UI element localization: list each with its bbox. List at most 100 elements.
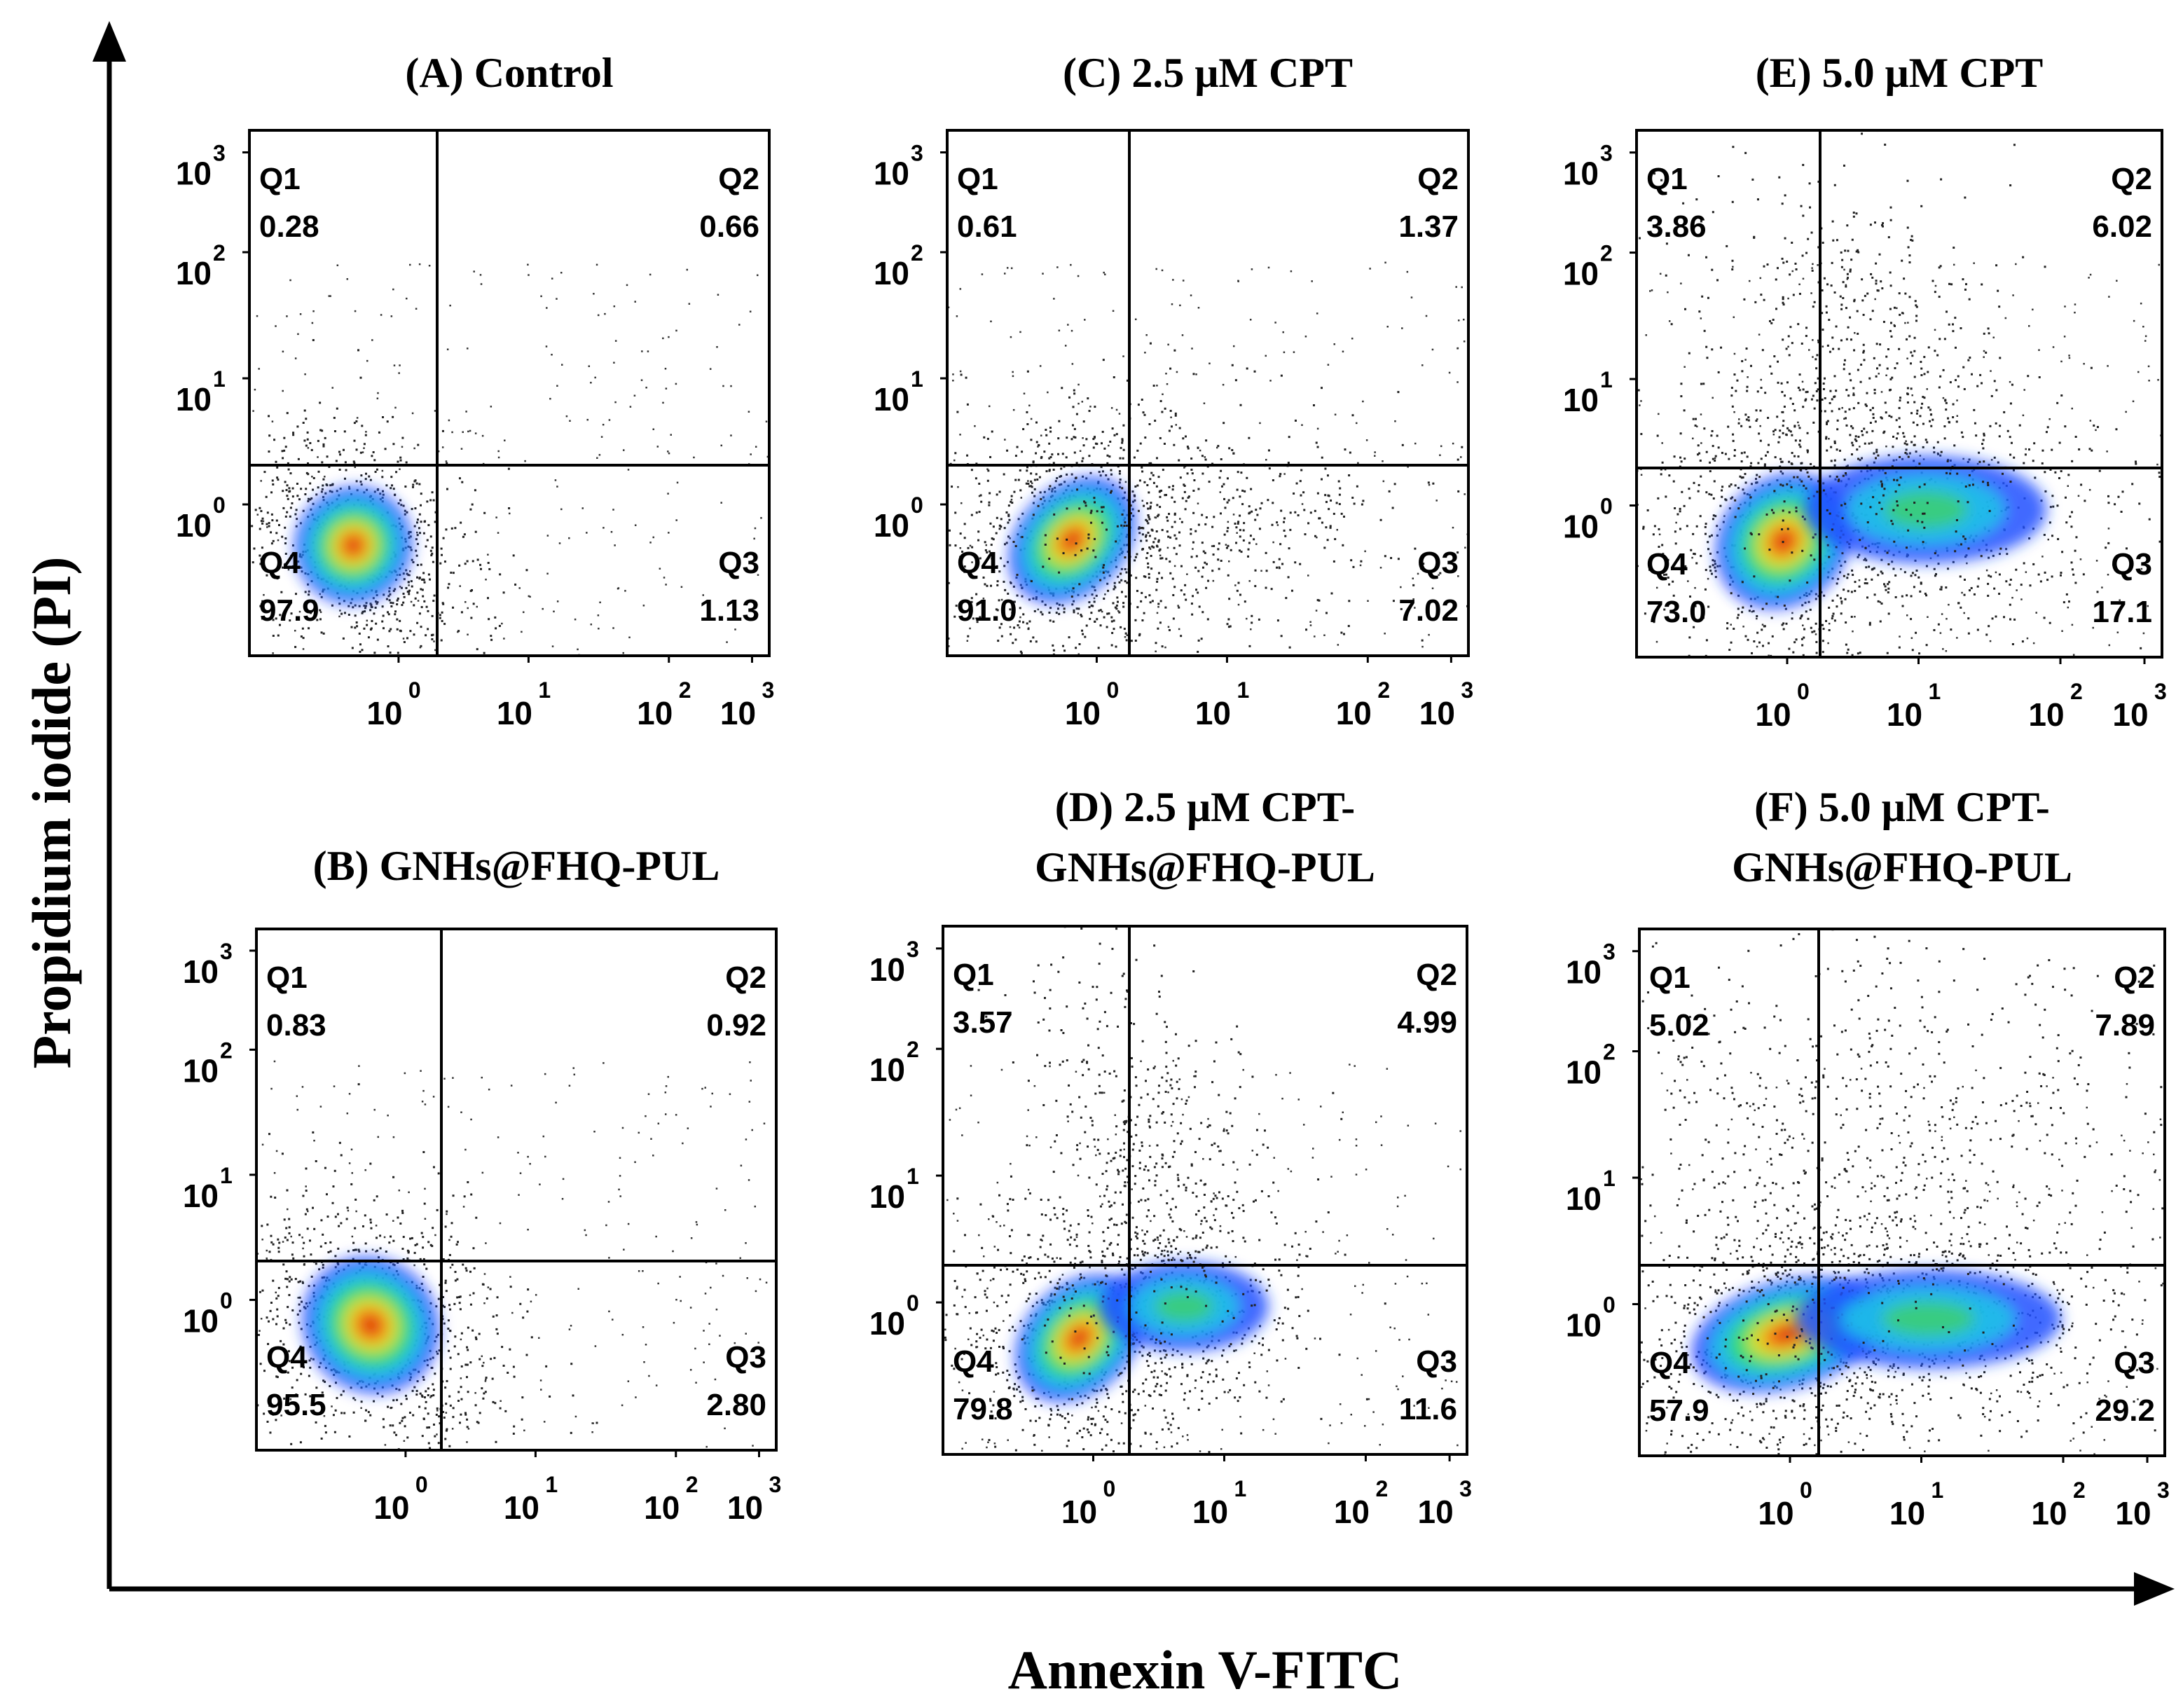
panel-d-ytick-exp: 0 (907, 1290, 919, 1316)
panel-b-xtick-exp: 1 (545, 1472, 558, 1497)
panel-b-ytick-exp: 2 (220, 1038, 233, 1063)
panel-c-xtick-base: 10 (1336, 695, 1372, 731)
panel-b-q2-name: Q2 (725, 960, 766, 995)
panel-b-q2-value: 0.92 (706, 1008, 766, 1042)
panel-e-xtick-exp: 2 (2070, 679, 2083, 704)
panel-b-ytick-exp: 3 (220, 939, 233, 964)
panel-b-title: (B) GNHs@FHQ-PUL (313, 843, 720, 889)
panel-a-xtick-base: 10 (366, 695, 402, 731)
panel-d-xtick-exp: 0 (1103, 1476, 1115, 1501)
global-y-axis-label: Propidium iodide (PI) (21, 557, 82, 1069)
panel-c-q1-name: Q1 (957, 162, 998, 196)
panel-b-ytick-base: 10 (183, 1052, 219, 1089)
panel-d-ytick-base: 10 (869, 951, 905, 988)
panel-b-ytick-base: 10 (183, 1302, 219, 1339)
panel-e-ytick-base: 10 (1563, 382, 1599, 418)
panel-d-xtick-exp: 2 (1375, 1476, 1388, 1501)
panel-a-q1-name: Q1 (259, 162, 301, 196)
panel-f-ytick-base: 10 (1566, 1054, 1602, 1091)
panel-e-xtick-exp: 3 (2154, 679, 2167, 704)
panel-a-density-0 (294, 486, 413, 605)
panel-b-ytick-exp: 0 (220, 1288, 233, 1313)
panel-c-ytick-base: 10 (874, 381, 909, 418)
panel-c-q4-name: Q4 (957, 546, 998, 580)
panel-c-q3-value: 7.02 (1398, 593, 1459, 628)
panel-c-ytick-base: 10 (874, 507, 909, 544)
panel-c-ytick-exp: 1 (911, 366, 923, 392)
panel-e-density-1 (1805, 455, 2046, 564)
panel-d-ytick-base: 10 (869, 1178, 905, 1215)
panel-e-ytick-exp: 2 (1600, 241, 1613, 266)
panel-c-xtick-base: 10 (1195, 695, 1231, 731)
panel-f-ytick-base: 10 (1566, 1180, 1602, 1217)
global-x-axis-label: Annexin V-FITC (1008, 1639, 1403, 1700)
panel-e-q1-value: 3.86 (1646, 209, 1707, 244)
panel-d-ytick-exp: 2 (907, 1037, 919, 1062)
panel-b-ytick-base: 10 (183, 953, 219, 990)
panel-e-ytick-base: 10 (1563, 156, 1599, 192)
panel-e-q2-name: Q2 (2111, 162, 2152, 196)
panel-f-ytick-base: 10 (1566, 1307, 1602, 1344)
panel-a-ytick-exp: 0 (213, 493, 226, 518)
panel-f-q1-name: Q1 (1649, 960, 1690, 995)
panel-a-q1-value: 0.28 (259, 209, 319, 244)
panel-c-ytick-exp: 0 (911, 493, 923, 518)
panel-f: (F) 5.0 μM CPT- GNHs@FHQ-PUL Q1 5.02 Q2 7.89 Q… (1566, 784, 2170, 1531)
panel-b-xtick-exp: 2 (686, 1472, 698, 1497)
panel-c-ytick-base: 10 (874, 255, 909, 291)
panel-d-ytick-exp: 1 (907, 1164, 919, 1189)
panel-f-q2-name: Q2 (2114, 960, 2155, 995)
panel-a-xtick-exp: 3 (762, 677, 774, 703)
panel-a-q3-value: 1.13 (699, 593, 759, 628)
panel-f-xtick-base: 10 (2031, 1495, 2067, 1531)
panel-f-xtick-base: 10 (2115, 1495, 2151, 1531)
panel-a-title: (A) Control (405, 50, 613, 96)
panel-f-q3-name: Q3 (2114, 1346, 2155, 1380)
panel-c-ytick-base: 10 (874, 156, 909, 192)
panel-e-xtick-base: 10 (2028, 696, 2064, 733)
panel-c-xtick-base: 10 (1065, 695, 1101, 731)
panel-d-q3-value: 11.6 (1399, 1392, 1457, 1426)
panel-f-ytick-exp: 2 (1603, 1040, 1616, 1065)
panel-d-q3-name: Q3 (1416, 1344, 1457, 1379)
panel-c-xtick-exp: 0 (1106, 677, 1119, 703)
panel-a-ytick-exp: 2 (213, 240, 226, 266)
panel-c-events (947, 261, 1468, 656)
panel-a-ytick-base: 10 (176, 381, 212, 418)
panel-d-q1-name: Q1 (953, 958, 994, 992)
panel-a-ytick-base: 10 (176, 507, 212, 544)
panel-f-xtick-exp: 3 (2157, 1478, 2170, 1503)
panel-f-xtick-exp: 2 (2073, 1478, 2086, 1503)
panel-d-xtick-exp: 3 (1459, 1476, 1472, 1501)
panel-e: (E) 5.0 μM CPTQ13.86Q26.02Q473.0Q317.110… (1563, 50, 2167, 733)
panel-c-xtick-exp: 3 (1461, 677, 1473, 703)
panel-c-q1-value: 0.61 (957, 209, 1017, 244)
panel-b-q3-name: Q3 (725, 1340, 766, 1375)
global-x-arrow-icon (2134, 1572, 2175, 1606)
panel-d-frame (942, 925, 1468, 1456)
panel-d-q4-value: 79.8 (953, 1392, 1013, 1426)
panel-e-ytick-exp: 1 (1600, 367, 1613, 392)
panel-e-xtick-base: 10 (1755, 696, 1791, 733)
global-y-arrow-icon (92, 21, 126, 62)
panel-f-ytick-base: 10 (1566, 954, 1602, 991)
panel-a-xtick-exp: 1 (538, 677, 551, 703)
panel-e-q1-name: Q1 (1646, 162, 1688, 196)
panel-d-xtick-base: 10 (1334, 1494, 1370, 1530)
panel-f-ytick-exp: 3 (1603, 939, 1616, 965)
panel-e-ytick-exp: 3 (1600, 141, 1613, 166)
panel-f-title: (F) 5.0 μM CPT- (1754, 784, 2050, 830)
panel-c-q4-value: 91.0 (957, 593, 1017, 628)
panel-a-ytick-base: 10 (176, 255, 212, 291)
panel-b-xtick-exp: 0 (415, 1472, 428, 1497)
panel-a-q2-value: 0.66 (699, 209, 759, 244)
panel-d-xtick-base: 10 (1418, 1494, 1454, 1530)
panel-d-q4-name: Q4 (953, 1344, 994, 1379)
panel-a-ytick-exp: 3 (213, 141, 226, 166)
panel-d: (D) 2.5 μM CPT- GNHs@FHQ-PUL Q1 3.57 Q2 4.99 Q… (869, 784, 1472, 1530)
panel-a-frame (248, 129, 771, 657)
panel-b-q4-value: 95.5 (266, 1388, 326, 1422)
panel-c-xtick-exp: 1 (1237, 677, 1249, 703)
panel-f-q4-value: 57.9 (1649, 1393, 1709, 1428)
